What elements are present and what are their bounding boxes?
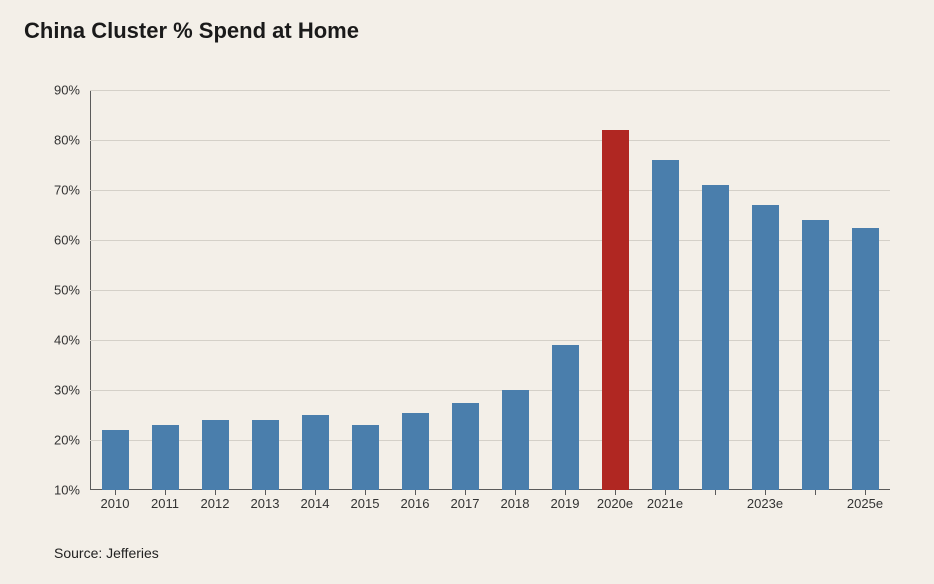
y-axis-label: 70% <box>20 183 80 198</box>
x-tick <box>665 490 666 495</box>
chart-title: China Cluster % Spend at Home <box>24 18 359 44</box>
x-axis-label: 2018 <box>501 496 530 511</box>
y-axis-label: 80% <box>20 133 80 148</box>
bar <box>502 390 529 490</box>
bar <box>752 205 779 490</box>
bar <box>452 403 479 491</box>
x-axis-label: 2017 <box>451 496 480 511</box>
y-axis-label: 10% <box>20 483 80 498</box>
x-tick <box>265 490 266 495</box>
bar <box>702 185 729 490</box>
x-axis-label: 2019 <box>551 496 580 511</box>
bar <box>302 415 329 490</box>
gridline <box>90 190 890 191</box>
bar <box>802 220 829 490</box>
x-tick <box>315 490 316 495</box>
y-axis-label: 20% <box>20 433 80 448</box>
x-axis-label: 2010 <box>101 496 130 511</box>
y-axis-label: 30% <box>20 383 80 398</box>
bar <box>102 430 129 490</box>
bar <box>602 130 629 490</box>
y-axis-label: 60% <box>20 233 80 248</box>
page: China Cluster % Spend at Home 10%20%30%4… <box>0 0 934 584</box>
chart-area: 10%20%30%40%50%60%70%80%90%2010201120122… <box>90 90 890 490</box>
x-tick <box>415 490 416 495</box>
y-axis-label: 50% <box>20 283 80 298</box>
x-tick <box>815 490 816 495</box>
x-tick <box>865 490 866 495</box>
x-axis-label: 2016 <box>401 496 430 511</box>
x-axis-label: 2011 <box>151 496 179 511</box>
x-axis-label: 2025e <box>847 496 883 511</box>
bar <box>852 228 879 491</box>
bar <box>152 425 179 490</box>
chart-source: Source: Jefferies <box>54 545 159 561</box>
bar <box>252 420 279 490</box>
bar <box>402 413 429 491</box>
bar <box>552 345 579 490</box>
chart-plot: 10%20%30%40%50%60%70%80%90%2010201120122… <box>90 90 890 490</box>
bar <box>652 160 679 490</box>
gridline <box>90 140 890 141</box>
x-axis-label: 2020e <box>597 496 633 511</box>
x-axis-label: 2012 <box>201 496 230 511</box>
x-tick <box>215 490 216 495</box>
bar <box>352 425 379 490</box>
x-tick <box>565 490 566 495</box>
x-tick <box>715 490 716 495</box>
x-tick <box>465 490 466 495</box>
y-axis-label: 40% <box>20 333 80 348</box>
gridline <box>90 90 890 91</box>
x-tick <box>365 490 366 495</box>
bar <box>202 420 229 490</box>
x-axis-label: 2021e <box>647 496 683 511</box>
x-axis-label: 2023e <box>747 496 783 511</box>
x-axis-label: 2014 <box>301 496 330 511</box>
x-tick <box>765 490 766 495</box>
x-tick <box>515 490 516 495</box>
x-axis-label: 2013 <box>251 496 280 511</box>
y-axis-label: 90% <box>20 83 80 98</box>
x-axis-label: 2015 <box>351 496 380 511</box>
x-tick <box>165 490 166 495</box>
x-tick <box>615 490 616 495</box>
x-tick <box>115 490 116 495</box>
